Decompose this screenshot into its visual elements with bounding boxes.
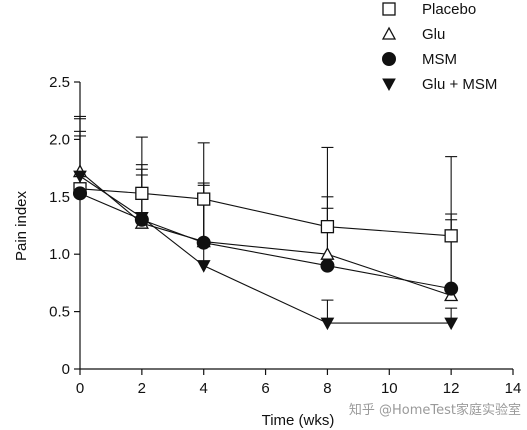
y-tick-label: 0.5 bbox=[49, 304, 70, 321]
msm-point bbox=[196, 235, 211, 250]
x-tick-label: 2 bbox=[138, 380, 146, 397]
x-tick-label: 6 bbox=[261, 380, 269, 397]
axes: 0 0.5 1.0 1.5 2.0 2.5 0 2 4 6 8 10 12 14 bbox=[49, 74, 521, 397]
placebo-point bbox=[444, 229, 458, 243]
legend-label-glu: Glu bbox=[422, 26, 445, 43]
msm-point bbox=[444, 281, 459, 296]
watermark-text: 知乎 @HomeTest家庭实验室 bbox=[349, 402, 521, 418]
y-tick-label: 2.5 bbox=[49, 74, 70, 91]
x-tick-label: 0 bbox=[76, 380, 84, 397]
legend: Placebo Glu MSM Glu + MSM bbox=[381, 1, 497, 93]
y-axis-label: Pain index bbox=[13, 190, 30, 261]
y-tick-label: 1.0 bbox=[49, 246, 70, 263]
msm-point bbox=[320, 258, 335, 273]
x-tick-label: 12 bbox=[443, 380, 460, 397]
legend-marker-msm bbox=[382, 52, 396, 66]
glu-msm-point bbox=[135, 211, 149, 225]
glu-msm-point bbox=[444, 317, 458, 331]
glu-msm-point bbox=[196, 260, 211, 273]
legend-label-glu-msm: Glu + MSM bbox=[422, 76, 497, 93]
legend-marker-glu-msm bbox=[382, 78, 396, 92]
x-tick-label: 8 bbox=[323, 380, 331, 397]
legend-marker-glu bbox=[381, 26, 397, 40]
series-markers bbox=[72, 164, 459, 331]
legend-label-msm: MSM bbox=[422, 51, 457, 68]
y-tick-label: 2.0 bbox=[49, 131, 70, 148]
y-tick-label: 1.5 bbox=[49, 189, 70, 206]
msm-line bbox=[79, 192, 452, 290]
placebo-point bbox=[197, 192, 211, 206]
x-tick-label: 4 bbox=[200, 380, 208, 397]
glu-msm-point bbox=[320, 317, 335, 331]
placebo-point bbox=[135, 186, 149, 201]
x-axis-label: Time (wks) bbox=[262, 412, 335, 429]
placebo-point bbox=[320, 219, 335, 234]
msm-point bbox=[73, 186, 87, 201]
y-tick-label: 0 bbox=[62, 361, 70, 378]
x-tick-label: 14 bbox=[505, 380, 522, 397]
glu-msm-point bbox=[73, 170, 87, 184]
error-bars bbox=[74, 115, 458, 324]
legend-label-placebo: Placebo bbox=[422, 1, 476, 18]
legend-marker-placebo bbox=[382, 2, 396, 16]
x-tick-label: 10 bbox=[381, 380, 398, 397]
